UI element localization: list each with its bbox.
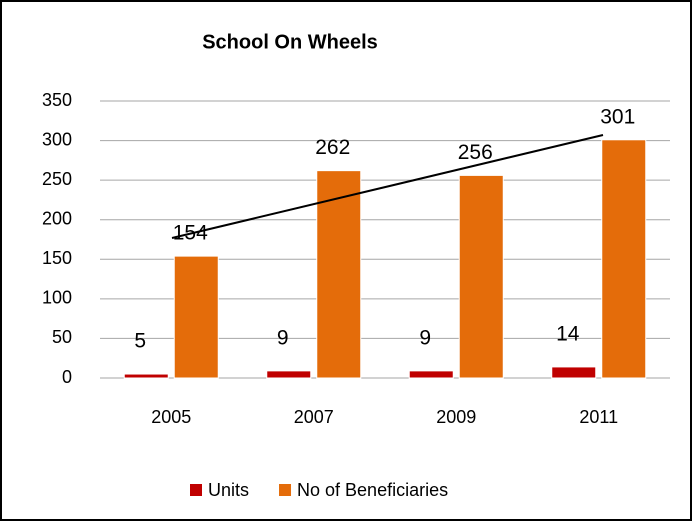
bar [316,170,362,379]
bar [458,174,504,379]
x-tick-label: 2009 [436,407,476,427]
value-label: 5 [134,330,146,353]
y-tick-label: 350 [42,90,72,110]
bar [173,255,219,379]
plot-area: 0501001502002503003502005515420079262200… [42,90,670,500]
bar [408,370,454,379]
x-tick-label: 2005 [151,407,191,427]
legend-swatch [279,484,292,496]
bar [266,370,312,379]
y-tick-label: 50 [52,327,72,347]
value-label: 14 [556,322,580,345]
trend-line [171,134,604,239]
x-tick-label: 2007 [294,407,334,427]
y-tick-label: 100 [42,288,72,308]
y-tick-label: 150 [42,248,72,268]
bar [123,373,169,379]
y-tick-label: 300 [42,129,72,149]
value-label: 256 [458,141,493,164]
bar [601,139,647,379]
y-tick-label: 200 [42,208,72,228]
value-label: 262 [315,136,350,159]
chart-title: School On Wheels [202,31,378,53]
y-tick-label: 250 [42,169,72,189]
legend-swatch [190,484,202,496]
value-label: 301 [600,105,635,128]
y-tick-label: 0 [62,367,72,387]
legend-label: No of Beneficiaries [297,480,448,500]
value-label: 9 [419,326,431,349]
legend-label: Units [208,480,249,500]
value-label: 9 [277,326,289,349]
bar [551,366,597,379]
x-tick-label: 2011 [579,407,618,427]
